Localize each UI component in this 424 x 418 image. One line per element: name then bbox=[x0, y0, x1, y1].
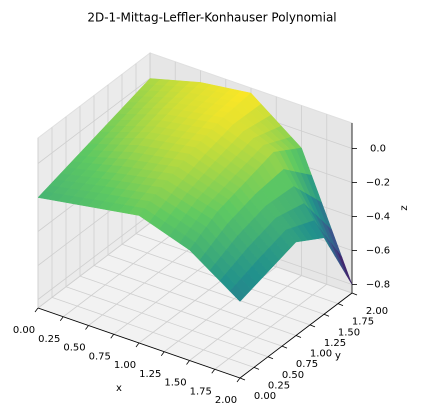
y-tick-label: 0.25 bbox=[268, 380, 290, 391]
x-tick-label: 1.75 bbox=[190, 386, 212, 397]
x-tick-label: 1.50 bbox=[164, 378, 186, 389]
x-tick bbox=[59, 316, 64, 321]
x-tick-label: 2.00 bbox=[215, 395, 237, 406]
y-axis-line bbox=[239, 292, 353, 379]
x-tick-label: 0.00 bbox=[13, 325, 35, 336]
x-tick bbox=[135, 342, 140, 348]
x-tick bbox=[85, 325, 89, 330]
y-tick-label: 0.00 bbox=[254, 391, 276, 402]
x-axis-label: x bbox=[116, 383, 122, 394]
z-tick-label: −0.2 bbox=[366, 178, 390, 189]
z-axis-label: z bbox=[399, 205, 410, 210]
y-tick bbox=[337, 303, 344, 306]
x-tick bbox=[160, 351, 165, 356]
y-tick bbox=[309, 324, 316, 328]
surface-patch bbox=[229, 284, 246, 302]
grid-line bbox=[107, 254, 311, 326]
y-tick-label: 0.75 bbox=[296, 359, 318, 370]
x-tick-label: 0.25 bbox=[38, 334, 60, 345]
z-tick-label: 0.0 bbox=[370, 144, 386, 155]
z-tick-label: −0.6 bbox=[366, 246, 390, 257]
grid-line bbox=[51, 296, 255, 368]
x-tick-label: 1.25 bbox=[139, 369, 161, 380]
x-tick bbox=[211, 369, 216, 374]
y-tick-label: 2.00 bbox=[366, 306, 388, 317]
y-tick bbox=[253, 367, 260, 370]
y-axis-label: y bbox=[335, 351, 341, 362]
y-tick-label: 1.50 bbox=[338, 327, 360, 338]
x-tick bbox=[236, 377, 241, 383]
x-tick-label: 0.50 bbox=[63, 343, 85, 354]
y-tick bbox=[295, 335, 302, 338]
y-tick bbox=[267, 356, 274, 360]
y-tick-label: 1.00 bbox=[310, 349, 332, 360]
grid-line bbox=[37, 78, 151, 164]
chart-title: 2D-1-Mittag-Leffler-Konhauser Polynomial bbox=[87, 11, 336, 25]
y-tick-label: 1.75 bbox=[352, 317, 374, 328]
x-tick bbox=[186, 360, 190, 365]
y-tick bbox=[323, 313, 330, 317]
x-tick-label: 0.75 bbox=[89, 351, 111, 362]
grid-line bbox=[79, 275, 283, 347]
x-tick-label: 1.00 bbox=[114, 360, 136, 371]
y-tick bbox=[281, 345, 288, 349]
x-tick bbox=[34, 307, 39, 313]
x-tick bbox=[110, 334, 115, 339]
z-tick-label: −0.4 bbox=[366, 212, 390, 223]
grid-line bbox=[65, 286, 269, 358]
grid-line bbox=[93, 265, 297, 336]
y-tick bbox=[239, 377, 246, 381]
y-tick-label: 1.25 bbox=[324, 338, 346, 349]
y-tick bbox=[351, 292, 358, 296]
z-tick-label: −0.8 bbox=[366, 280, 390, 291]
y-tick-label: 0.50 bbox=[282, 370, 304, 381]
grid-line bbox=[37, 214, 151, 300]
x-axis-line bbox=[37, 307, 241, 379]
